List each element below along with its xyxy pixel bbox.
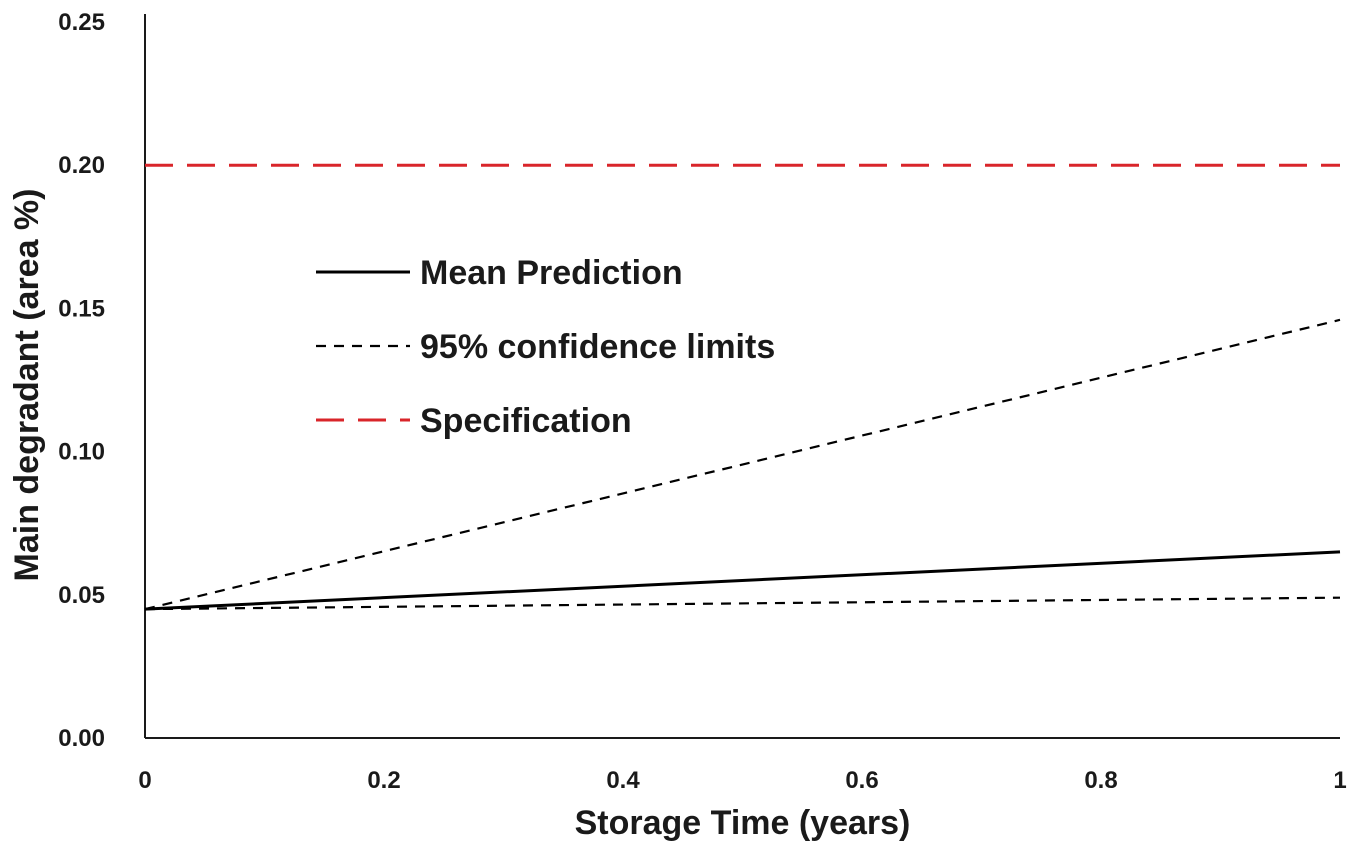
x-tick-label: 0.6 [845,767,878,794]
y-tick-label: 0.00 [58,725,105,752]
y-axis-title: Main degradant (area %) [8,189,46,582]
y-tick-labels: 0.00 0.05 0.10 0.15 0.20 0.25 [58,9,105,752]
y-tick-label: 0.05 [58,582,105,609]
legend-label: Mean Prediction [420,254,683,292]
x-axis-title: Storage Time (years) [575,804,911,842]
x-tick-label: 0.8 [1084,767,1117,794]
x-tick-label: 1 [1333,767,1346,794]
x-tick-labels: 0 0.2 0.4 0.6 0.8 1 [138,767,1346,794]
y-tick-label: 0.10 [58,439,105,466]
x-tick-label: 0 [138,767,151,794]
series-line [144,550,1341,611]
legend-label: 95% confidence limits [420,328,775,366]
series-line [144,596,1341,611]
series-line [144,318,1341,611]
y-tick-label: 0.20 [58,152,105,179]
legend-label: Specification [420,402,632,440]
series-lines [144,163,1341,611]
axes [144,14,1340,739]
legend: Mean Prediction 95% confidence limits Spec… [316,254,775,440]
x-tick-label: 0.2 [367,767,400,794]
y-tick-label: 0.15 [58,295,105,322]
x-tick-label: 0.4 [606,767,640,794]
y-tick-label: 0.25 [58,9,105,36]
